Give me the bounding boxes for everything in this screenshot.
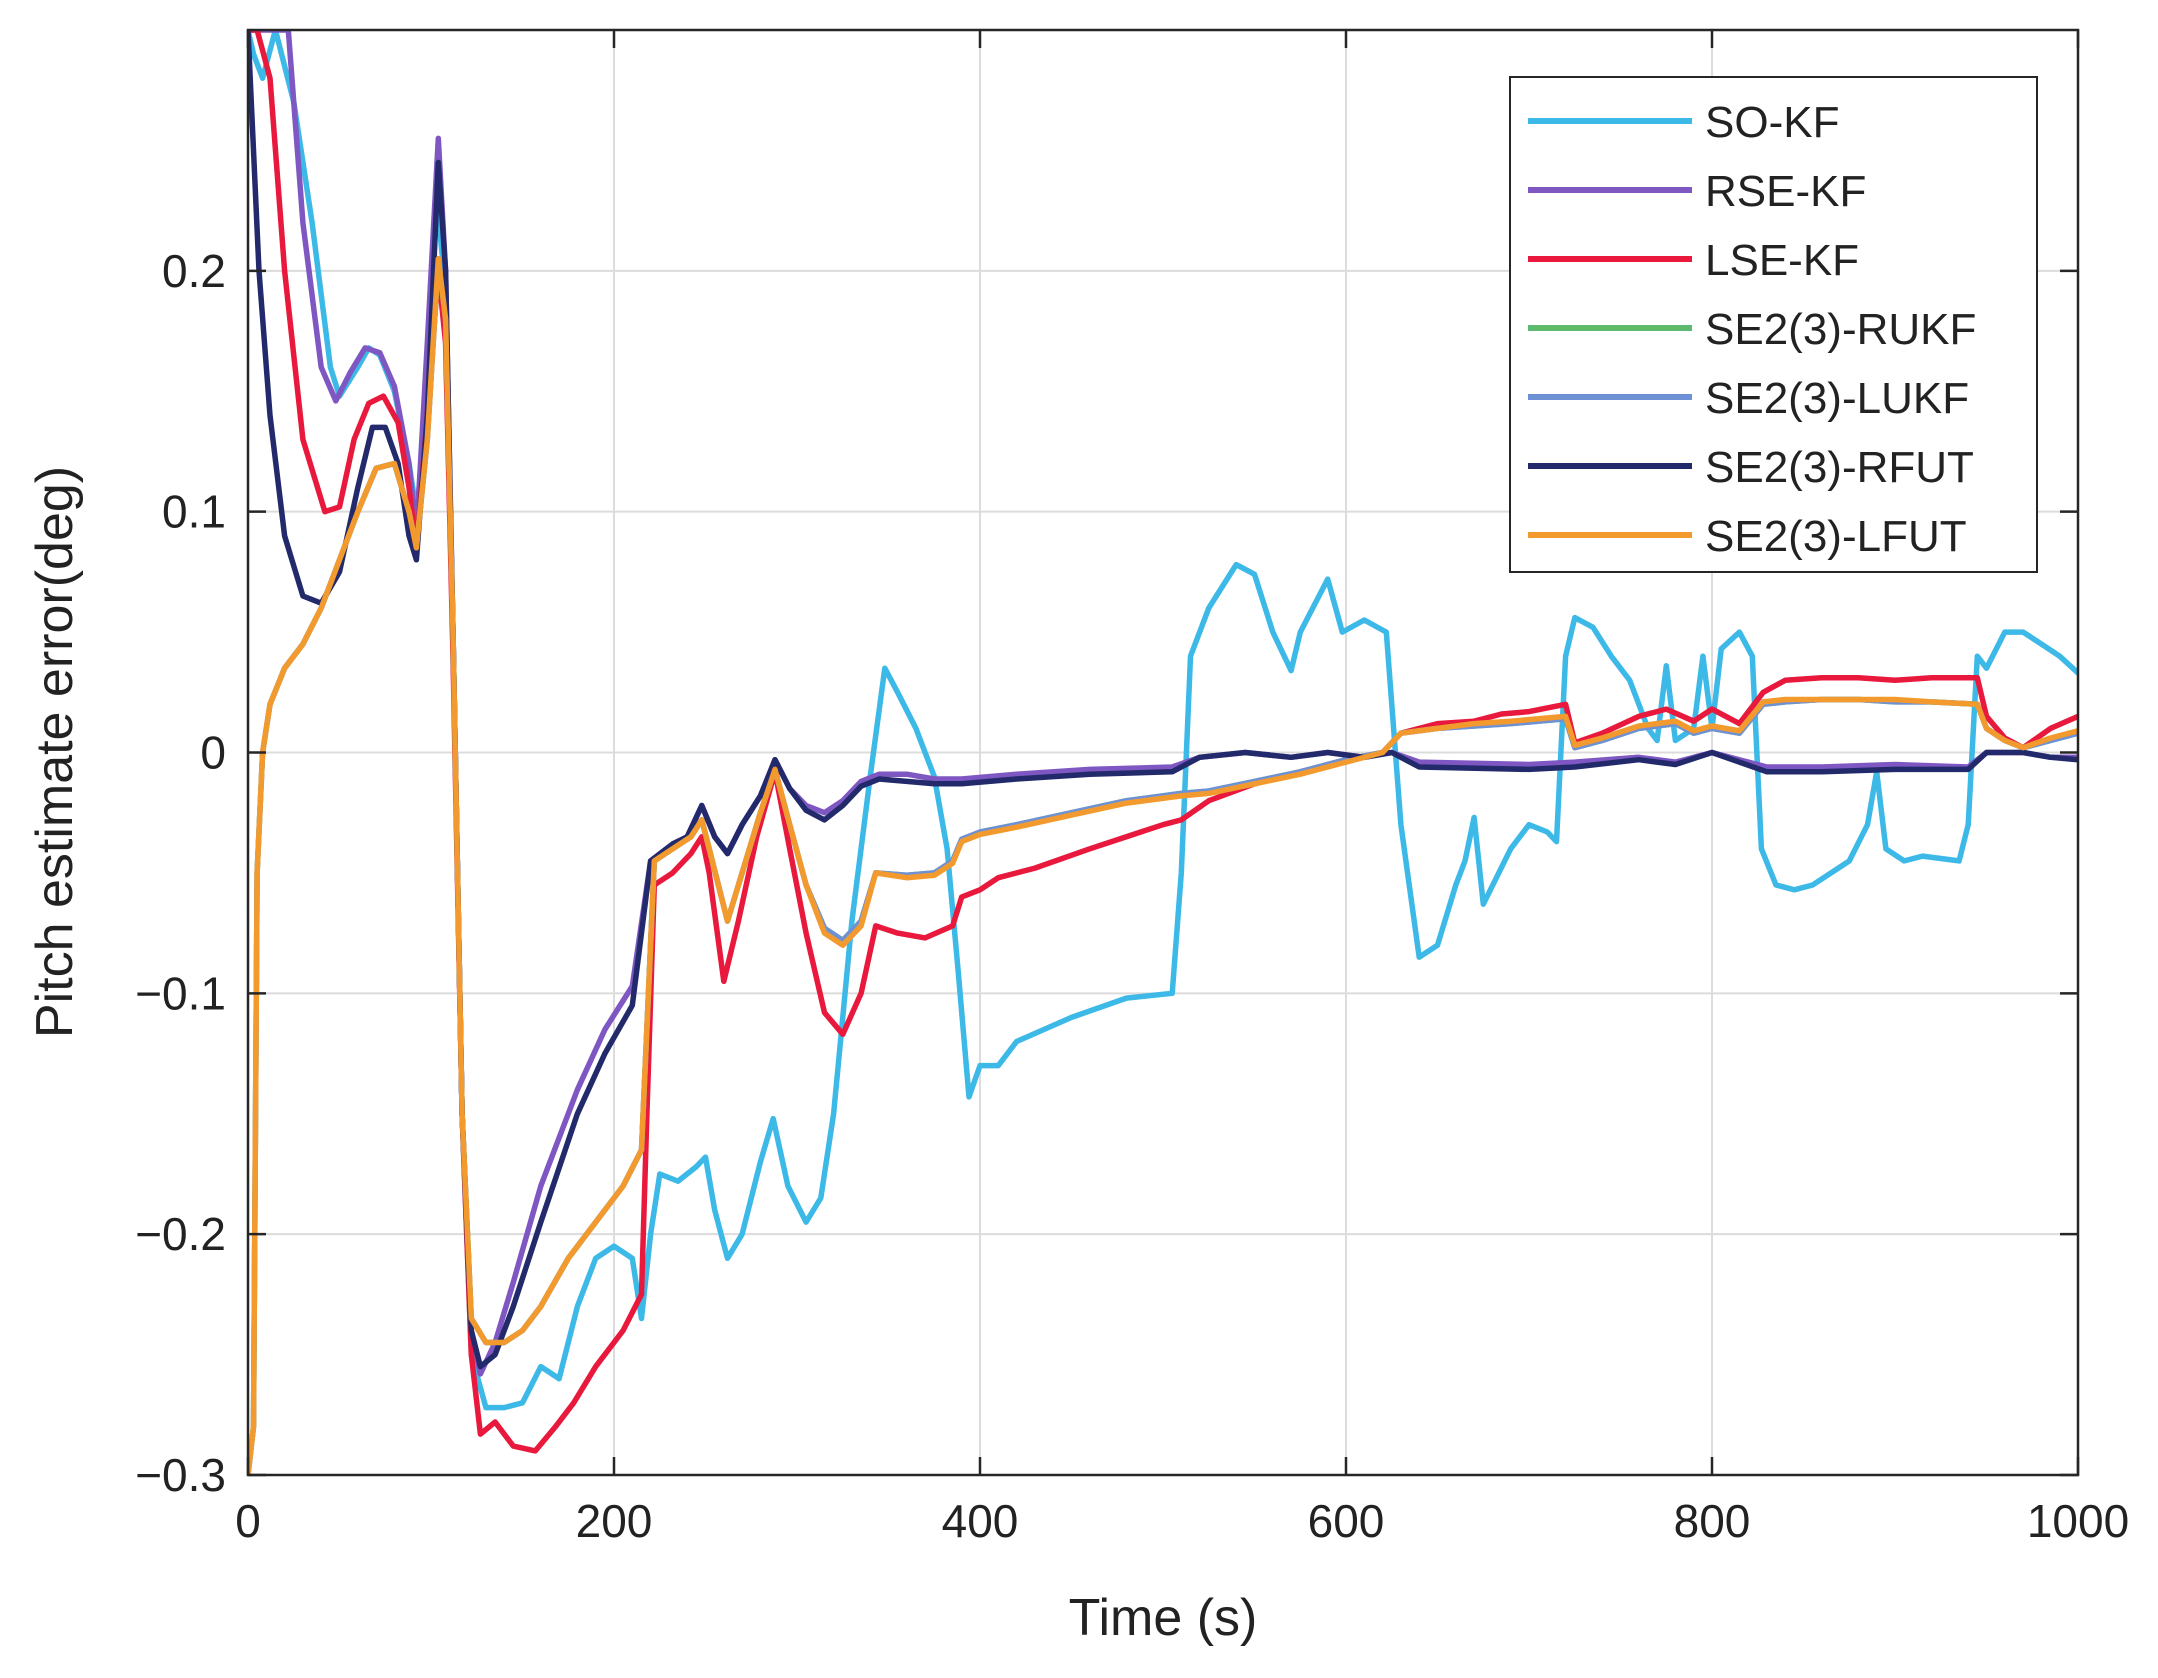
legend: SO-KF RSE-KF LSE-KF SE2(3)-RUKF SE2(3)-LUKF S…: [1509, 76, 2038, 573]
x-tick-label: 800: [1674, 1495, 1751, 1547]
series-line-so-kf: [248, 30, 2078, 1411]
series-line-se2-3-lfut: [248, 256, 2078, 1475]
y-tick-label: 0.2: [162, 245, 226, 297]
legend-label-se2-3-lukf: SE2(3)-LUKF: [1705, 374, 1969, 423]
legend-label-se2-3-lfut: SE2(3)-LFUT: [1705, 512, 1967, 561]
series-lines: [248, 30, 2078, 1475]
x-axis-label: Time (s): [1069, 1589, 1258, 1647]
y-axis-label: Pitch estimate error(deg): [26, 466, 84, 1038]
x-tick-labels: 0 200 400 600 800 1000: [235, 1495, 2129, 1547]
x-tick-label: 1000: [2027, 1495, 2129, 1547]
legend-label-lse-kf: LSE-KF: [1705, 236, 1859, 285]
y-tick-label: 0.1: [162, 486, 226, 538]
legend-items: SO-KF RSE-KF LSE-KF SE2(3)-RUKF SE2(3)-LUKF S…: [1528, 98, 1976, 561]
legend-label-se2-3-rfut: SE2(3)-RFUT: [1705, 443, 1974, 492]
y-tick-label: 0: [200, 727, 226, 779]
x-tick-label: 400: [942, 1495, 1019, 1547]
x-tick-label: 0: [235, 1495, 261, 1547]
legend-box: [1509, 76, 2038, 573]
x-tick-label: 600: [1308, 1495, 1385, 1547]
y-tick-label: −0.2: [135, 1208, 226, 1260]
axis-ticks: [246, 30, 2080, 1477]
y-tick-label: −0.3: [135, 1449, 226, 1501]
x-tick-label: 200: [576, 1495, 653, 1547]
legend-label-so-kf: SO-KF: [1705, 98, 1839, 147]
legend-label-rse-kf: RSE-KF: [1705, 167, 1866, 216]
y-tick-labels: −0.3 −0.2 −0.1 0 0.1 0.2: [135, 245, 226, 1501]
y-tick-label: −0.1: [135, 967, 226, 1019]
legend-label-se2-3-rukf: SE2(3)-RUKF: [1705, 305, 1976, 354]
